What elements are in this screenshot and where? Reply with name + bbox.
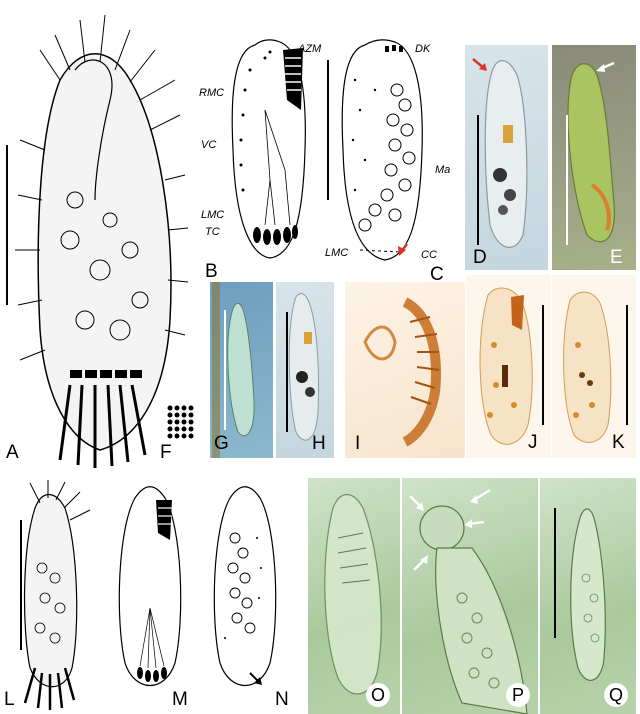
panel-j: J (466, 275, 551, 458)
label-ma: Ma (435, 165, 450, 176)
panel-e-image (552, 45, 636, 270)
panel-label-n: N (275, 690, 289, 709)
label-azm: AZM (298, 44, 321, 55)
label-lmc-b: LMC (201, 210, 224, 221)
panel-l-drawing (0, 478, 100, 714)
panel-n-drawing (195, 478, 295, 714)
panel-o-image (308, 478, 400, 714)
scale-bar-j (542, 305, 544, 425)
panel-label-d: D (473, 248, 487, 267)
panel-p: P (402, 478, 538, 714)
panel-q: Q (540, 478, 636, 714)
panel-l: L (0, 478, 100, 714)
panel-m: M (100, 478, 200, 714)
label-lmc-c: LMC (325, 248, 348, 259)
panel-k-image (552, 275, 636, 458)
panel-label-f: F (160, 443, 172, 462)
panel-f: F (160, 400, 200, 470)
panel-e: E (552, 45, 636, 270)
scale-bar-d (477, 115, 479, 245)
panel-label-b: B (205, 262, 218, 280)
label-tc: TC (205, 227, 220, 238)
panel-b: AZM RMC VC LMC TC B (195, 30, 325, 280)
panel-label-c: C (430, 265, 444, 280)
label-vc: VC (201, 140, 216, 151)
scale-bar-l (20, 520, 22, 650)
panel-label-g: G (214, 434, 229, 453)
panel-c: DK Ma LMC CC C (325, 30, 455, 280)
panel-label-a: A (6, 443, 19, 462)
scale-bar-k (626, 305, 628, 425)
panel-label-i: I (355, 434, 360, 453)
panel-label-p: P (506, 683, 530, 707)
panel-label-o: O (366, 683, 390, 707)
panel-c-drawing (325, 30, 455, 280)
scale-bar-q (554, 508, 556, 638)
panel-j-image (466, 275, 551, 458)
scale-bar-a (6, 145, 8, 305)
panel-label-e: E (610, 248, 623, 267)
label-dk: DK (415, 44, 430, 55)
panel-p-image (402, 478, 538, 714)
scale-bar-e (566, 115, 568, 245)
scale-bar-g (224, 310, 226, 430)
panel-n: N (195, 478, 295, 714)
panel-h: H (276, 282, 334, 458)
panel-g: G (210, 282, 273, 458)
panel-i-image (345, 282, 465, 458)
panel-label-q: Q (604, 683, 628, 707)
panel-i: I (345, 282, 465, 458)
panel-h-image (276, 282, 334, 458)
panel-label-j: J (528, 433, 538, 452)
label-rmc: RMC (199, 88, 224, 99)
label-cc: CC (421, 250, 437, 261)
panel-k: K (552, 275, 636, 458)
panel-b-drawing (195, 30, 325, 280)
scale-bar-h (286, 312, 288, 432)
panel-label-m: M (172, 690, 188, 709)
panel-d: D (465, 45, 548, 270)
panel-g-image (210, 282, 273, 458)
panel-m-drawing (100, 478, 200, 714)
panel-label-h: H (312, 434, 326, 453)
panel-o: O (308, 478, 400, 714)
panel-label-l: L (4, 690, 15, 709)
panel-label-k: K (612, 433, 625, 452)
